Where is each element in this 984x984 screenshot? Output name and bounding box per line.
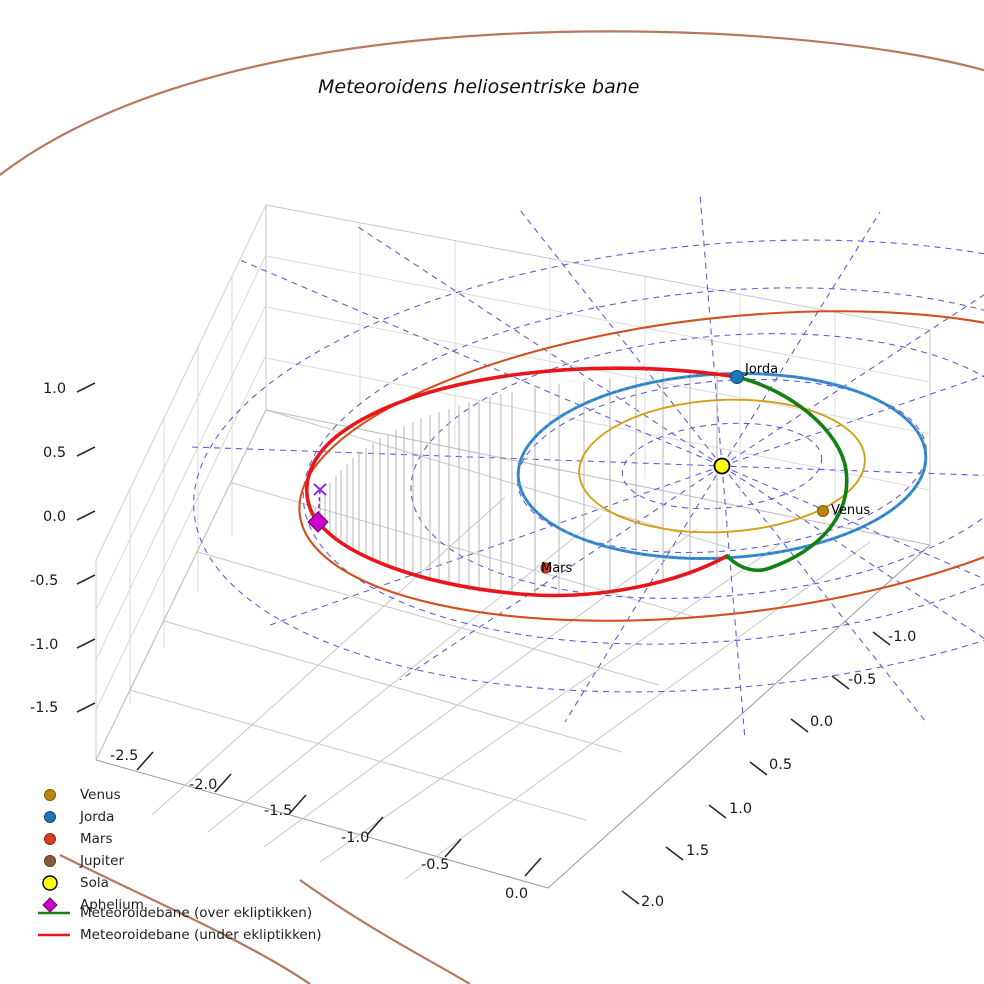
legend-marker-sola xyxy=(42,875,58,891)
legend-marker-jorda xyxy=(44,811,56,823)
legend-label-under-ecliptic: Meteoroidebane (under ekliptikken) xyxy=(80,927,322,943)
venus-marker[interactable] xyxy=(817,505,829,517)
legend-label-venus: Venus xyxy=(80,787,121,803)
meteoroid-orbit-over-ecliptic xyxy=(725,375,849,573)
aphelium-connector xyxy=(317,489,321,523)
ytick-0: -1.0 xyxy=(888,629,917,645)
aphelium-diamond-marker[interactable] xyxy=(307,511,329,533)
xtick-3: -1.0 xyxy=(341,830,370,846)
xtick-1: -2.0 xyxy=(189,777,218,793)
body-label-jorda: Jorda xyxy=(745,362,779,377)
legend-marker-jupiter xyxy=(44,855,56,867)
xtick-4: -0.5 xyxy=(421,857,450,873)
ztick-5: -1.5 xyxy=(30,700,59,716)
mars-marker[interactable] xyxy=(540,562,552,574)
legend-marker-venus xyxy=(44,789,56,801)
ytick-2: 0.0 xyxy=(810,714,834,730)
legend-label-jupiter: Jupiter xyxy=(80,853,125,869)
ytick-1: -0.5 xyxy=(848,672,877,688)
jorda-marker[interactable] xyxy=(730,370,744,384)
jupiter-orbit-bl-seg xyxy=(59,854,311,984)
ecliptic-circle-r1 xyxy=(621,422,823,510)
page-title: Meteoroidens heliosentriske bane xyxy=(318,76,640,98)
ytick-6: 2.0 xyxy=(641,894,665,910)
ztick-4: -1.0 xyxy=(30,637,59,653)
legend-marker-mars xyxy=(44,833,56,845)
mars-orbit xyxy=(298,310,984,622)
sola-marker[interactable] xyxy=(713,457,731,475)
ytick-5: 1.5 xyxy=(686,843,710,859)
legend-label-jorda: Jorda xyxy=(80,809,115,825)
xtick-0: -2.5 xyxy=(110,748,139,764)
jupiter-orbit xyxy=(0,30,984,177)
aphelium-x-marker xyxy=(313,483,327,496)
ztick-1: 0.5 xyxy=(43,445,67,461)
legend-marker-aphelium xyxy=(42,897,58,913)
legend-label-over-ecliptic: Meteoroidebane (over ekliptikken) xyxy=(80,905,313,921)
ztick-3: -0.5 xyxy=(30,573,59,589)
ztick-0: 1.0 xyxy=(43,381,67,397)
legend-label-sola: Sola xyxy=(80,875,109,891)
box-grid xyxy=(95,204,931,889)
tick-marks xyxy=(76,382,891,905)
jupiter-orbit-bottom xyxy=(299,879,471,984)
body-label-mars: Mars xyxy=(541,561,573,576)
ecliptic-circle-r4 xyxy=(302,287,984,645)
venus-orbit xyxy=(578,398,866,534)
xtick-5: 0.0 xyxy=(505,886,529,902)
legend-label-mars: Mars xyxy=(80,831,113,847)
legend-label-aphelium: Aphelium xyxy=(80,897,144,913)
xtick-2: -1.5 xyxy=(264,803,293,819)
body-label-venus: Venus xyxy=(831,503,871,518)
ztick-2: 0.0 xyxy=(43,509,67,525)
ytick-4: 1.0 xyxy=(729,801,753,817)
ytick-3: 0.5 xyxy=(769,757,793,773)
